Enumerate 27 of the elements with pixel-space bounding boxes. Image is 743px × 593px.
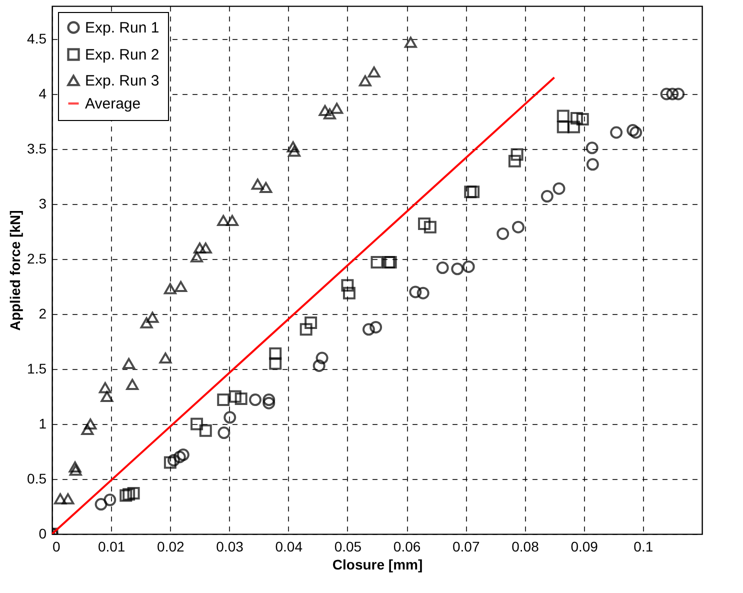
x-tick-label: 0 <box>52 538 60 554</box>
y-tick-label: 4.5 <box>27 30 47 46</box>
x-tick-label: 0.01 <box>98 538 126 554</box>
x-tick-label: 0.06 <box>393 538 421 554</box>
x-axis-title: Closure [mm] <box>332 556 423 572</box>
x-tick-label: 0.07 <box>452 538 480 554</box>
y-tick-label: 0 <box>38 526 47 542</box>
x-tick-label: 0.1 <box>634 538 654 554</box>
x-tick-label: 0.03 <box>216 538 244 554</box>
x-tick-label: 0.08 <box>512 538 540 554</box>
y-tick-label: 3.5 <box>27 140 47 156</box>
y-tick-label: 4 <box>38 86 47 102</box>
x-tick-label: 0.09 <box>570 538 598 554</box>
y-tick-label: 3 <box>38 196 47 212</box>
y-tick-label: 0.5 <box>27 470 47 486</box>
legend-label: Exp. Run 1 <box>85 20 160 36</box>
legend-label: Exp. Run 2 <box>85 46 160 64</box>
y-tick-label: 2.5 <box>27 250 47 266</box>
x-tick-label: 0.04 <box>275 538 303 554</box>
y-axis-title: Applied force [kN] <box>7 210 24 331</box>
x-tick-label: 0.02 <box>157 538 185 554</box>
y-tick-label: 2 <box>38 306 47 322</box>
legend-label: Exp. Run 3 <box>85 72 160 90</box>
y-tick-label: 1 <box>38 416 47 432</box>
y-tick-label: 1.5 <box>27 360 47 376</box>
x-tick-label: 0.05 <box>334 538 362 554</box>
legend-label: Average <box>85 96 141 112</box>
